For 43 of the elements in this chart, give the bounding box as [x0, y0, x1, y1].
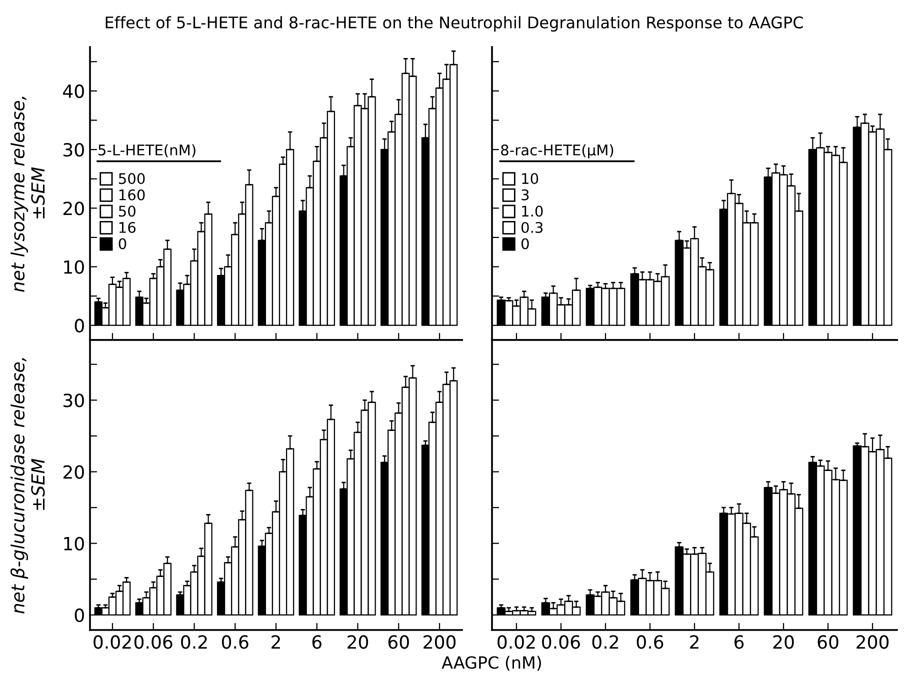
x-tick-label: 0.6 [636, 635, 664, 649]
legend-label: 16 [119, 222, 136, 233]
x-tick-label: 60 [818, 635, 838, 649]
y-axis-title: net β-glucuronidase release, ±SEM [10, 358, 45, 614]
x-tick-label: 20 [773, 635, 794, 649]
legend-title: 8-rac-HETE(μM) [501, 144, 614, 158]
legend-label: 0 [118, 238, 126, 250]
legend-label: 50 [118, 206, 136, 217]
x-tick-label: 200 [856, 635, 889, 649]
legend-label: 160 [119, 189, 145, 200]
x-tick-label: 20 [348, 635, 368, 649]
x-tick-label: 0.06 [134, 635, 172, 649]
y-tick-label: 30 [64, 394, 84, 408]
y-tick-label: 10 [64, 260, 84, 274]
y-tick-label: 0 [74, 318, 84, 332]
y-axis-title: net lysozyme release, ±SEM [10, 96, 45, 292]
x-tick-label: 2 [690, 635, 698, 649]
x-tick-label: 0.02 [94, 635, 131, 649]
x-tick-label: 60 [388, 635, 409, 649]
x-tick-label: 6 [312, 635, 322, 649]
legend-label: 3 [522, 189, 529, 200]
legend-label: 0.3 [521, 222, 543, 233]
x-tick-label: 200 [424, 635, 456, 649]
y-tick-label: 20 [63, 202, 84, 216]
chart-title: Effect of 5-L-HETE and 8-rac-HETE on the Neutrophil Degranulation Response to AAGPC [106, 16, 803, 32]
x-axis-title: AAGPC (nM) [442, 656, 541, 671]
x-tick-label: 2 [272, 635, 280, 649]
y-tick-label: 30 [64, 143, 84, 157]
x-tick-label: 0.06 [542, 635, 580, 649]
x-tick-label: 6 [734, 635, 744, 649]
legend-label: 10 [522, 173, 538, 184]
y-tick-label: 20 [63, 465, 84, 479]
legend-label: 0 [521, 238, 529, 250]
legend-title: 5-L-HETE(nM) [98, 144, 196, 158]
x-tick-label: 0.02 [498, 635, 535, 649]
x-tick-label: 0.2 [592, 635, 618, 649]
y-tick-label: 40 [63, 84, 84, 98]
legend-label: 500 [118, 173, 145, 184]
y-tick-label: 10 [64, 536, 84, 550]
y-tick-label: 0 [74, 608, 84, 622]
legend-label: 1.0 [522, 206, 543, 217]
x-tick-label: 0.2 [181, 635, 207, 649]
x-tick-label: 0.6 [222, 635, 248, 649]
